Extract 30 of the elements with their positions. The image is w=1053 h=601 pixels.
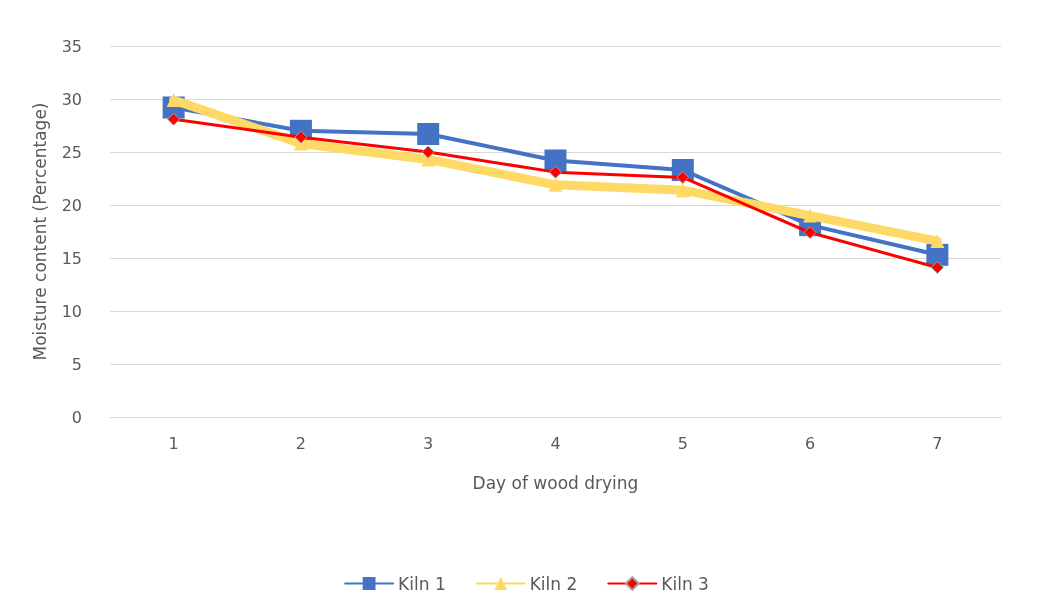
x-tick-label: 2	[295, 433, 307, 453]
legend-label: Kiln 1	[398, 573, 446, 594]
point	[421, 145, 435, 159]
x-tick-label: 5	[677, 433, 688, 453]
point	[675, 183, 690, 198]
point	[544, 149, 567, 172]
y-tick-label: 10	[61, 301, 82, 321]
point	[549, 165, 562, 179]
point	[930, 261, 944, 275]
point	[548, 177, 563, 192]
x-axis-title: Day of wood drying	[472, 472, 639, 493]
y-tick-label: 20	[61, 195, 82, 215]
point	[803, 208, 818, 223]
y-axis-title: Moisture content (Percentage)	[29, 102, 50, 361]
x-tick-label: 3	[423, 433, 434, 453]
legend-label: Kiln 3	[661, 573, 709, 594]
y-tick-label: 35	[61, 36, 82, 56]
x-tick-label: 1	[168, 433, 179, 453]
legend-label: Kiln 2	[529, 573, 578, 594]
x-tick-label: 4	[550, 433, 561, 453]
point	[167, 112, 181, 126]
y-tick-label: 15	[61, 248, 82, 268]
y-tick-label: 25	[61, 142, 82, 162]
x-tick-label: 6	[804, 433, 816, 453]
y-tick-label: 5	[71, 354, 82, 374]
point	[417, 122, 440, 145]
y-tick-label: 30	[61, 89, 82, 109]
point	[930, 234, 945, 249]
x-tick-label: 7	[932, 433, 943, 453]
y-tick-label: 0	[71, 407, 82, 427]
